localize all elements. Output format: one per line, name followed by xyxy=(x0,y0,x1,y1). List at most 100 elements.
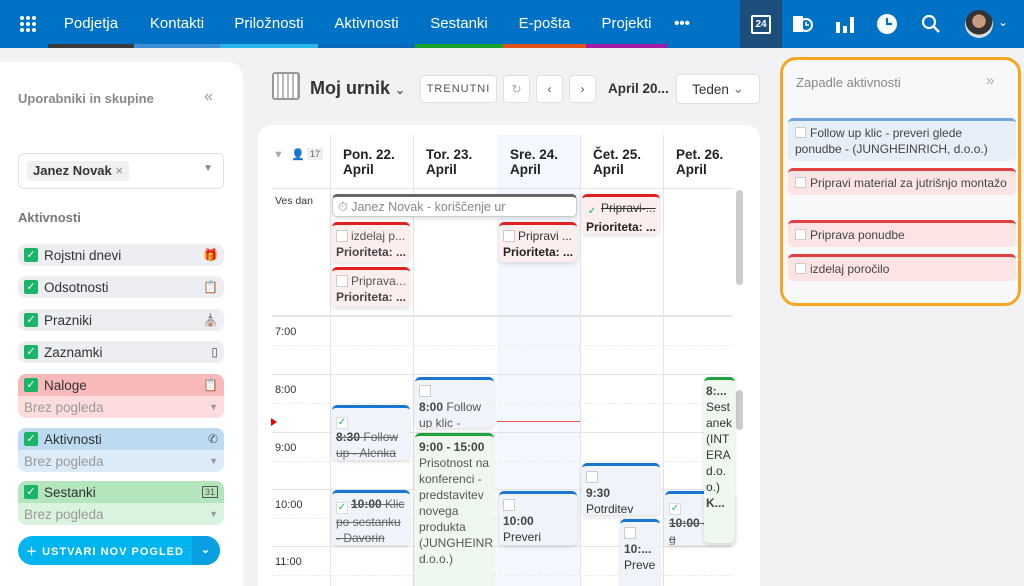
group-naloge[interactable]: ✓ Naloge 📋 Brez pogleda ▼ xyxy=(18,374,224,418)
search-icon[interactable] xyxy=(911,0,951,48)
user-chip: Janez Novak × xyxy=(27,161,129,181)
overdue-item[interactable]: Pripravi material za jutrišnjo montažo xyxy=(788,168,1016,195)
check-icon[interactable]: ✓ xyxy=(587,206,597,217)
nav-sestanki[interactable]: Sestanki xyxy=(415,0,503,48)
group-sestanki[interactable]: ✓ Sestanki 31 Brez pogleda ▼ xyxy=(18,481,224,525)
filter-triangle-icon[interactable]: ▼ xyxy=(273,149,284,161)
create-view-dropdown-icon[interactable]: ⌄ xyxy=(192,536,220,565)
nav-aktivnosti[interactable]: Aktivnosti xyxy=(318,0,415,48)
view-select[interactable]: Brez pogleda ▼ xyxy=(18,503,224,525)
user-avatar[interactable] xyxy=(965,10,993,38)
next-week-button[interactable]: › xyxy=(569,75,596,103)
overdue-item-title: izdelaj poročilo xyxy=(810,262,890,276)
user-select[interactable]: Janez Novak × ▼ xyxy=(18,153,224,189)
view-select[interactable]: Brez pogleda ▼ xyxy=(18,396,224,418)
category-odsotnosti[interactable]: ✓ Odsotnosti 📋 xyxy=(18,276,224,298)
checkbox[interactable]: ✓ xyxy=(24,432,38,446)
calendar-title-dropdown[interactable]: Moj urnik ⌄ xyxy=(310,78,405,99)
calendar-event[interactable]: 10:00 Preveri glede xyxy=(499,491,577,545)
nav-projekti[interactable]: Projekti xyxy=(586,0,667,48)
category-prazniki[interactable]: ✓ Prazniki ⛪ xyxy=(18,309,224,331)
check-icon[interactable]: ✓ xyxy=(336,417,348,429)
event-title: Preveri glede xyxy=(503,530,542,544)
calendar-event[interactable]: 10:... Preve xyxy=(620,519,660,586)
refresh-button[interactable]: ↻ xyxy=(503,75,530,103)
create-view-label: ＋ USTVARI NOV POGLED xyxy=(18,543,192,559)
checkbox[interactable]: ✓ xyxy=(24,378,38,392)
checkbox[interactable]: ✓ xyxy=(24,485,38,499)
allday-scrollbar[interactable] xyxy=(736,190,743,285)
collapse-panel-icon[interactable]: » xyxy=(986,72,995,89)
task-event[interactable]: izdelaj p... Prioriteta: ... xyxy=(332,222,410,262)
group-aktivnosti[interactable]: ✓ Aktivnosti ✆ Brez pogleda ▼ xyxy=(18,428,224,472)
view-select[interactable]: Teden ⌄ xyxy=(676,74,760,104)
today-button[interactable]: TRENUTNI xyxy=(420,75,497,103)
hour-label: 11:00 xyxy=(275,556,302,568)
absence-event[interactable]: ⏱ Janez Novak - koriščenje ur xyxy=(332,194,577,217)
event-title: Klic po sestanku - Davorin xyxy=(336,497,405,545)
checkbox[interactable]: ✓ xyxy=(24,280,38,294)
task-event-done[interactable]: ✓ Pripravi-... Prioriteta: ... xyxy=(582,194,660,234)
avatar-chevron-down-icon[interactable]: ⌄ xyxy=(998,15,1009,29)
outlook-sync-icon[interactable] xyxy=(783,0,823,48)
collapse-sidebar-icon[interactable]: « xyxy=(204,88,213,105)
prev-week-button[interactable]: ‹ xyxy=(536,75,563,103)
task-checkbox[interactable] xyxy=(624,527,636,539)
event-time: 10:... xyxy=(624,542,652,556)
event-title: Preve xyxy=(624,558,656,572)
task-event[interactable]: Pripravi ... Prioriteta: ... xyxy=(499,222,577,262)
create-view-button[interactable]: ＋ USTVARI NOV POGLED ⌄ xyxy=(18,536,220,565)
overdue-item[interactable]: Follow up klic - preveri glede ponudbe -… xyxy=(788,118,1016,161)
overdue-activities-panel: Zapadle aktivnosti » Follow up klic - pr… xyxy=(780,57,1021,306)
checkbox[interactable]: ✓ xyxy=(24,248,38,262)
task-checkbox[interactable] xyxy=(336,230,348,242)
nav-more-button[interactable]: ••• xyxy=(674,15,690,32)
check-icon[interactable]: ✓ xyxy=(669,503,681,515)
event-time: 10:00 xyxy=(503,514,534,528)
nav-label: Priložnosti xyxy=(234,15,304,32)
task-checkbox[interactable] xyxy=(419,385,431,397)
calendar-event[interactable]: 9:30 Potrditev sestanka xyxy=(582,463,660,515)
day-header-today: Sre. 24. April xyxy=(510,147,559,177)
nav-priloznosti[interactable]: Priložnosti xyxy=(220,0,318,48)
calendar-scrollbar[interactable] xyxy=(736,390,743,430)
task-checkbox[interactable] xyxy=(586,471,598,483)
checkbox[interactable]: ✓ xyxy=(24,345,38,359)
calendar-event[interactable]: ✓ 10:00 Klic po sestanku - Davorin xyxy=(332,490,410,545)
overdue-item[interactable]: izdelaj poročilo xyxy=(788,254,1016,281)
clock-icon[interactable] xyxy=(867,0,907,48)
overdue-title: Zapadle aktivnosti xyxy=(796,75,901,90)
remove-user-icon[interactable]: × xyxy=(115,163,123,178)
task-checkbox[interactable] xyxy=(503,499,515,511)
task-checkbox[interactable] xyxy=(336,275,348,287)
view-select[interactable]: Brez pogleda ▼ xyxy=(18,450,224,472)
calendar-event[interactable]: ✓ 8:30 Follow up - Alenka xyxy=(332,405,410,460)
task-checkbox[interactable] xyxy=(795,263,806,274)
chevron-down-icon: ⌄ xyxy=(395,83,406,97)
overdue-item[interactable]: Priprava ponudbe xyxy=(788,220,1016,247)
nav-kontakti[interactable]: Kontakti xyxy=(134,0,220,48)
checkbox[interactable]: ✓ xyxy=(24,313,38,327)
meeting-event[interactable]: 8:... Sestanek (INTERA d.o.o.) K... xyxy=(704,377,735,543)
note-icon: ▯ xyxy=(211,345,218,359)
check-icon[interactable]: ✓ xyxy=(336,502,348,514)
task-event[interactable]: Priprava... Prioriteta: ... xyxy=(332,267,410,307)
task-checkbox[interactable] xyxy=(795,177,806,188)
nav-podjetja[interactable]: Podjetja xyxy=(48,0,134,48)
nav-eposta[interactable]: E-pošta xyxy=(503,0,586,48)
calendar-icon[interactable]: 24 xyxy=(740,0,782,48)
phone-icon: ✆ xyxy=(207,432,218,446)
nav-label: E-pošta xyxy=(518,15,571,32)
event-title: Follow up klic - xyxy=(419,400,482,428)
calendar-event[interactable]: 8:00 Follow up klic - xyxy=(415,377,494,428)
task-checkbox[interactable] xyxy=(795,229,806,240)
category-zaznamki[interactable]: ✓ Zaznamki ▯ xyxy=(18,341,224,363)
reports-chart-icon[interactable] xyxy=(825,0,865,48)
category-rojstni-dnevi[interactable]: ✓ Rojstni dnevi 🎁 xyxy=(18,244,224,266)
plus-icon: ＋ xyxy=(26,545,43,558)
apps-grid-icon[interactable] xyxy=(8,0,48,48)
task-checkbox[interactable] xyxy=(503,230,515,242)
meeting-event[interactable]: 9:00 - 15:00 Prisotnost na konferenci - p… xyxy=(415,433,494,586)
event-title: Sestanek (INTERA d.o.o.) xyxy=(706,400,733,494)
task-checkbox[interactable] xyxy=(795,127,806,138)
